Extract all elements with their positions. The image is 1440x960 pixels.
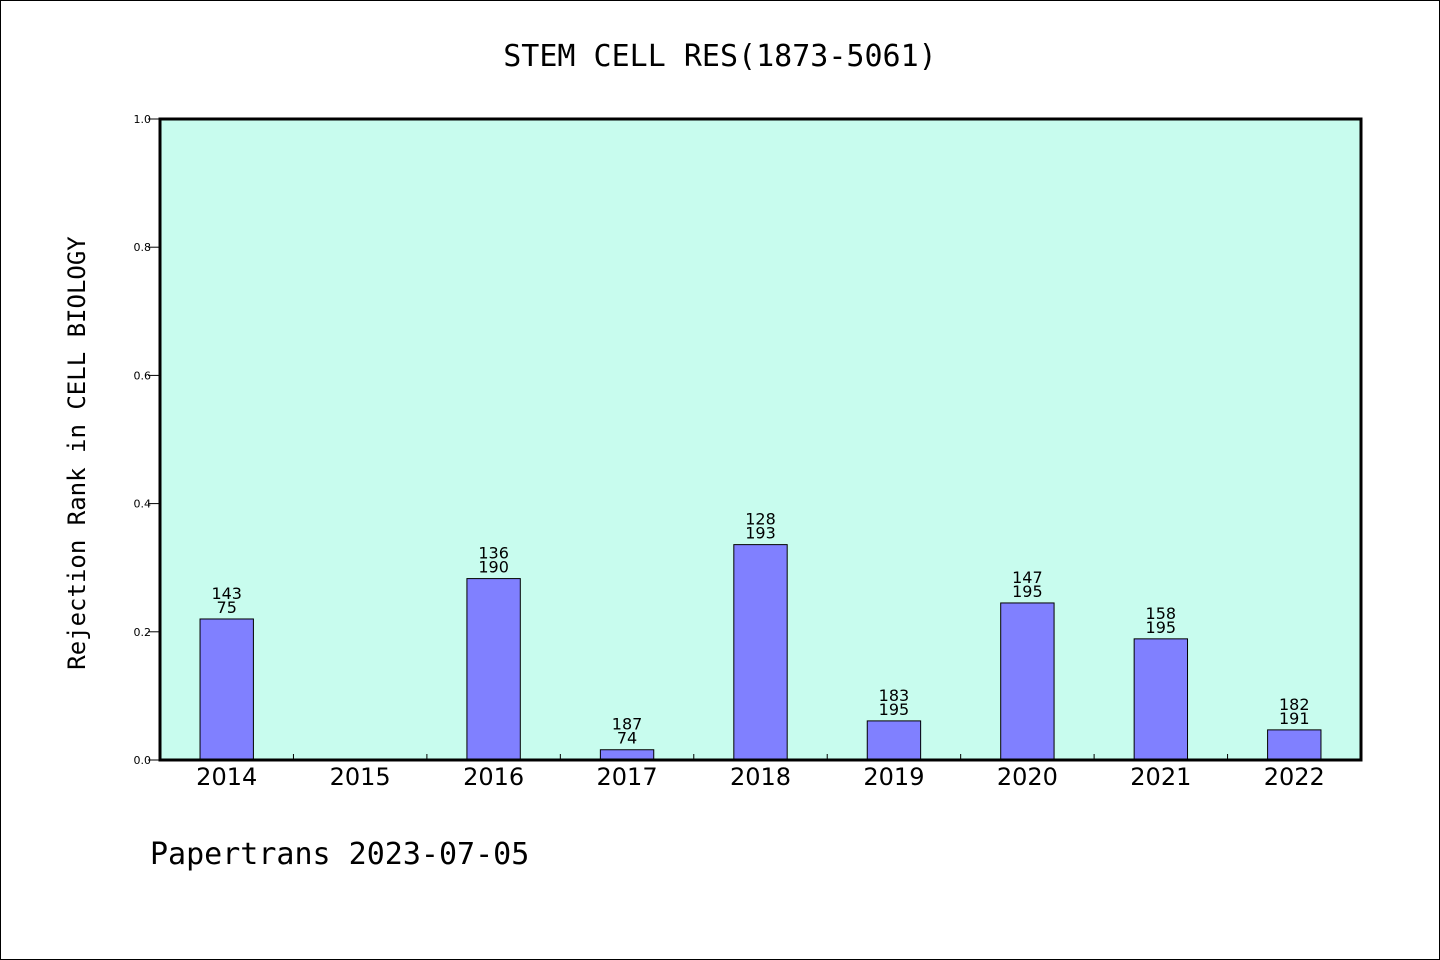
y-tick-label: 0.4: [134, 498, 152, 511]
bar: [466, 578, 521, 761]
x-tick-label: 2022: [1264, 763, 1325, 791]
y-tick-label: 0.8: [134, 241, 152, 254]
bar-label-bottom: 193: [745, 524, 776, 543]
bar-label-bottom: 195: [879, 700, 910, 719]
y-axis-label: Rejection Rank in CELL BIOLOGY: [63, 236, 91, 670]
bar: [866, 720, 922, 761]
bar: [599, 749, 655, 761]
bar-label-top: 158: [1146, 604, 1177, 623]
x-tick-label: 2018: [730, 763, 791, 791]
bar: [1267, 729, 1322, 761]
bar-label-bottom: 191: [1279, 709, 1310, 728]
x-tick-label: 2015: [330, 763, 391, 791]
bar-label-bottom: 195: [1146, 618, 1177, 637]
bar: [1133, 638, 1189, 761]
bar: [199, 618, 254, 761]
y-tick-label: 0.6: [134, 369, 152, 382]
x-tick-label: 2019: [863, 763, 924, 791]
y-tick-label: 1.0: [134, 113, 152, 126]
bar: [733, 544, 788, 761]
bar-label-top: 143: [211, 584, 242, 603]
plot-border: [158, 117, 1363, 762]
bar-label-top: 183: [879, 686, 910, 705]
y-tick-label: 0.2: [134, 626, 152, 639]
x-tick-label: 2016: [463, 763, 524, 791]
bar-label-bottom: 195: [1012, 582, 1043, 601]
bar-label-bottom: 75: [217, 598, 237, 617]
bar-label-bottom: 190: [478, 558, 509, 577]
bar-label-top: 187: [612, 715, 643, 734]
footer-note: Papertrans 2023-07-05: [150, 837, 529, 872]
x-tick-label: 2020: [997, 763, 1058, 791]
bar-label-top: 128: [745, 510, 776, 529]
x-tick-label: 2017: [597, 763, 658, 791]
bar: [1000, 602, 1055, 761]
bar-label-top: 136: [478, 544, 509, 563]
x-tick-label: 2014: [196, 763, 257, 791]
chart-title: STEM CELL RES(1873-5061): [503, 39, 936, 74]
x-tick-label: 2021: [1130, 763, 1191, 791]
bar-label-top: 147: [1012, 568, 1043, 587]
bar-label-bottom: 74: [617, 729, 637, 748]
bar-label-top: 182: [1279, 695, 1310, 714]
y-tick-label: 0.0: [134, 754, 152, 767]
